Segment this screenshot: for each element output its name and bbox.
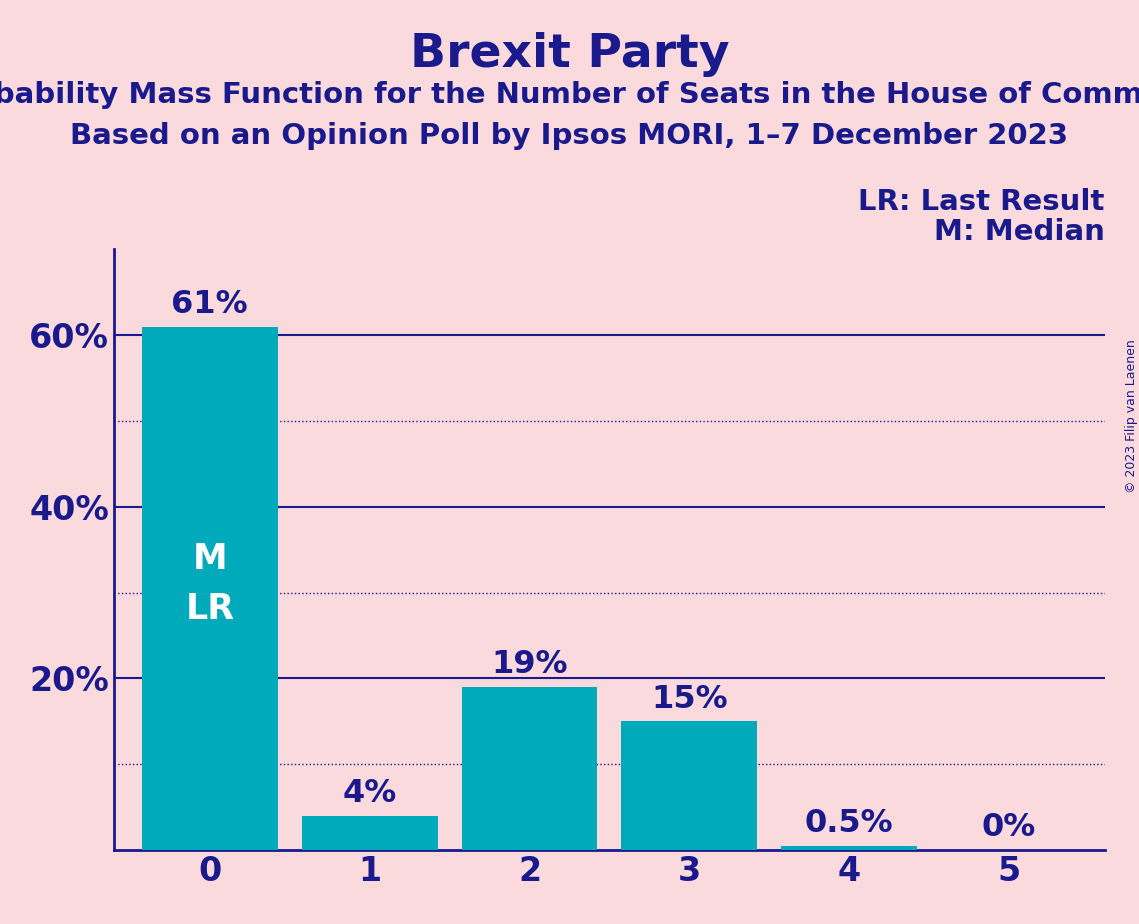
- Text: M: Median: M: Median: [934, 218, 1105, 247]
- Text: M
LR: M LR: [186, 542, 235, 626]
- Text: Brexit Party: Brexit Party: [410, 32, 729, 78]
- Text: LR: Last Result: LR: Last Result: [859, 188, 1105, 216]
- Text: 4%: 4%: [343, 778, 396, 808]
- Bar: [302, 816, 437, 850]
- Text: Based on an Opinion Poll by Ipsos MORI, 1–7 December 2023: Based on an Opinion Poll by Ipsos MORI, …: [71, 122, 1068, 150]
- Text: 15%: 15%: [652, 684, 728, 714]
- Text: 19%: 19%: [491, 650, 567, 680]
- Text: © 2023 Filip van Laenen: © 2023 Filip van Laenen: [1124, 339, 1138, 492]
- Text: 0%: 0%: [982, 812, 1036, 844]
- Text: 0.5%: 0.5%: [805, 808, 893, 839]
- Bar: [461, 687, 597, 850]
- Text: Probability Mass Function for the Number of Seats in the House of Commons: Probability Mass Function for the Number…: [0, 81, 1139, 109]
- Bar: [622, 722, 757, 850]
- Bar: [781, 845, 917, 850]
- Text: 61%: 61%: [172, 289, 248, 320]
- Bar: [142, 327, 278, 850]
